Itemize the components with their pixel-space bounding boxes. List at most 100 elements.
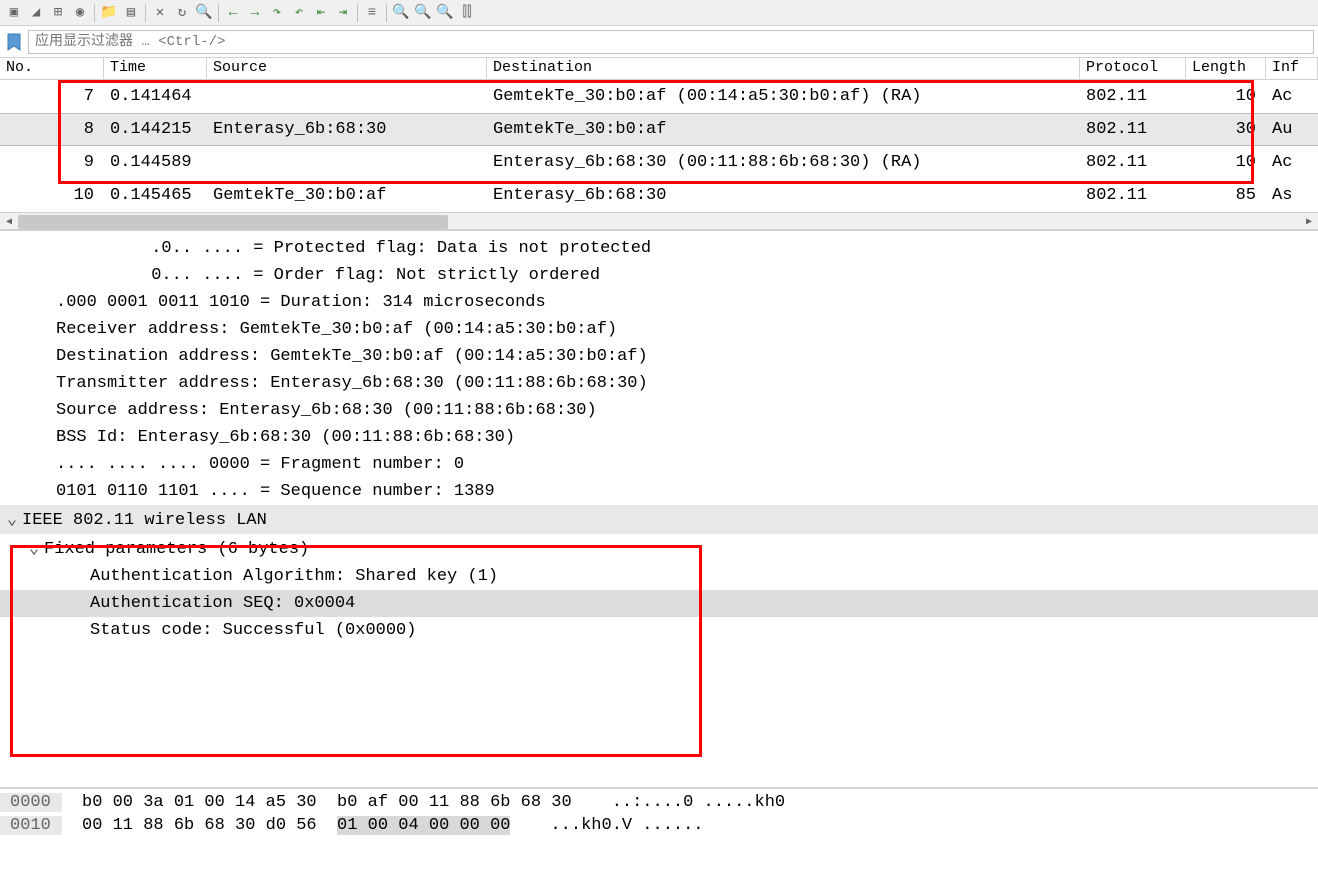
hex-row[interactable]: 0000 b0 00 3a 01 00 14 a5 30 b0 af 00 11… <box>0 791 1318 814</box>
back-icon[interactable]: ← <box>223 3 243 23</box>
packet-list-header: No. Time Source Destination Protocol Len… <box>0 58 1318 80</box>
toolbar-icon[interactable]: ⊞ <box>48 3 68 23</box>
cell-protocol: 802.11 <box>1080 86 1186 107</box>
cell-no: 9 <box>0 152 104 173</box>
cell-time: 0.144589 <box>104 152 207 173</box>
cell-source: GemtekTe_30:b0:af <box>207 185 487 206</box>
detail-line[interactable]: .0.. .... = Protected flag: Data is not … <box>0 235 1318 262</box>
packet-list-pane: No. Time Source Destination Protocol Len… <box>0 58 1318 231</box>
column-header-no[interactable]: No. <box>0 58 104 79</box>
column-header-info[interactable]: Inf <box>1266 58 1318 79</box>
cell-no: 8 <box>0 119 104 140</box>
cell-info: As <box>1266 185 1318 206</box>
scroll-left-icon[interactable]: ◀ <box>0 213 18 231</box>
cell-length: 30 <box>1186 119 1266 140</box>
chevron-down-icon[interactable]: ⌄ <box>2 509 22 530</box>
packet-row[interactable]: 7 0.141464 GemtekTe_30:b0:af (00:14:a5:3… <box>0 80 1318 113</box>
zoom-in-icon[interactable]: 🔍 <box>391 3 411 23</box>
cell-source <box>207 96 487 98</box>
zoom-out-icon[interactable]: 🔍 <box>413 3 433 23</box>
detail-line[interactable]: Transmitter address: Enterasy_6b:68:30 (… <box>0 370 1318 397</box>
resize-icon[interactable]: ⫿⫿ <box>457 3 477 23</box>
filter-bar <box>0 26 1318 58</box>
cell-destination: Enterasy_6b:68:30 (00:11:88:6b:68:30) (R… <box>487 152 1080 173</box>
cell-length: 85 <box>1186 185 1266 206</box>
cell-source: Enterasy_6b:68:30 <box>207 119 487 140</box>
first-icon[interactable]: ⇤ <box>311 3 331 23</box>
cell-info: Ac <box>1266 152 1318 173</box>
chevron-down-icon[interactable]: ⌄ <box>24 538 44 559</box>
hex-ascii: ...kh0.V ...... <box>510 816 703 835</box>
cell-destination: GemtekTe_30:b0:af (00:14:a5:30:b0:af) (R… <box>487 86 1080 107</box>
toolbar-icon[interactable]: ▣ <box>4 3 24 23</box>
display-filter-input[interactable] <box>28 30 1314 54</box>
hex-bytes: 00 11 88 6b 68 30 d0 56 01 00 04 00 00 0… <box>62 816 510 835</box>
scroll-right-icon[interactable]: ▶ <box>1300 213 1318 231</box>
packet-details-pane: .0.. .... = Protected flag: Data is not … <box>0 231 1318 789</box>
last-icon[interactable]: ⇥ <box>333 3 353 23</box>
column-header-length[interactable]: Length <box>1186 58 1266 79</box>
detail-line[interactable]: Authentication SEQ: 0x0004 <box>0 590 1318 617</box>
folder-icon[interactable]: 📁 <box>99 3 119 23</box>
cell-destination: Enterasy_6b:68:30 <box>487 185 1080 206</box>
close-icon[interactable]: ✕ <box>150 3 170 23</box>
detail-line[interactable]: Source address: Enterasy_6b:68:30 (00:11… <box>0 397 1318 424</box>
detail-line[interactable]: Destination address: GemtekTe_30:b0:af (… <box>0 343 1318 370</box>
detail-line[interactable]: 0... .... = Order flag: Not strictly ord… <box>0 262 1318 289</box>
hex-bytes: b0 00 3a 01 00 14 a5 30 b0 af 00 11 88 6… <box>62 793 572 812</box>
packet-row[interactable]: 9 0.144589 Enterasy_6b:68:30 (00:11:88:6… <box>0 146 1318 179</box>
detail-line[interactable]: Authentication Algorithm: Shared key (1) <box>0 563 1318 590</box>
main-toolbar: ▣ ◢ ⊞ ◉ 📁 ▤ ✕ ↻ 🔍 ← → ↷ ↶ ⇤ ⇥ ≡ 🔍 🔍 🔍 ⫿⫿ <box>0 0 1318 26</box>
packet-bytes-pane: 0000 b0 00 3a 01 00 14 a5 30 b0 af 00 11… <box>0 789 1318 839</box>
cell-time: 0.145465 <box>104 185 207 206</box>
cell-info: Au <box>1266 119 1318 140</box>
cell-destination: GemtekTe_30:b0:af <box>487 119 1080 140</box>
cell-protocol: 802.11 <box>1080 119 1186 140</box>
jump-icon[interactable]: ↶ <box>289 3 309 23</box>
toolbar-icon[interactable]: ◢ <box>26 3 46 23</box>
detail-line[interactable]: 0101 0110 1101 .... = Sequence number: 1… <box>0 478 1318 505</box>
cell-no: 10 <box>0 185 104 206</box>
toolbar-icon[interactable]: ◉ <box>70 3 90 23</box>
detail-label: Fixed parameters (6 bytes) <box>44 540 309 559</box>
column-header-destination[interactable]: Destination <box>487 58 1080 79</box>
hex-ascii: ..:....0 .....kh0 <box>572 793 785 812</box>
column-header-protocol[interactable]: Protocol <box>1080 58 1186 79</box>
hex-offset: 0000 <box>0 793 62 812</box>
detail-label: IEEE 802.11 wireless LAN <box>22 511 267 530</box>
cell-length: 10 <box>1186 86 1266 107</box>
detail-line[interactable]: Status code: Successful (0x0000) <box>0 617 1318 644</box>
cell-no: 7 <box>0 86 104 107</box>
hex-offset: 0010 <box>0 816 62 835</box>
detail-line[interactable]: BSS Id: Enterasy_6b:68:30 (00:11:88:6b:6… <box>0 424 1318 451</box>
hex-highlight: 01 00 04 00 00 00 <box>337 816 510 835</box>
bookmark-icon[interactable] <box>4 30 24 54</box>
detail-line[interactable]: .... .... .... 0000 = Fragment number: 0 <box>0 451 1318 478</box>
cell-source <box>207 162 487 164</box>
reload-icon[interactable]: ↻ <box>172 3 192 23</box>
cell-time: 0.144215 <box>104 119 207 140</box>
detail-line[interactable]: Receiver address: GemtekTe_30:b0:af (00:… <box>0 316 1318 343</box>
packet-row[interactable]: 10 0.145465 GemtekTe_30:b0:af Enterasy_6… <box>0 179 1318 212</box>
cell-protocol: 802.11 <box>1080 152 1186 173</box>
zoom-reset-icon[interactable]: 🔍 <box>435 3 455 23</box>
forward-icon[interactable]: → <box>245 3 265 23</box>
column-header-source[interactable]: Source <box>207 58 487 79</box>
column-header-time[interactable]: Time <box>104 58 207 79</box>
detail-line[interactable]: .000 0001 0011 1010 = Duration: 314 micr… <box>0 289 1318 316</box>
cell-protocol: 802.11 <box>1080 185 1186 206</box>
find-icon[interactable]: 🔍 <box>194 3 214 23</box>
cell-length: 10 <box>1186 152 1266 173</box>
packet-list-body: 7 0.141464 GemtekTe_30:b0:af (00:14:a5:3… <box>0 80 1318 212</box>
cell-info: Ac <box>1266 86 1318 107</box>
autoscroll-icon[interactable]: ≡ <box>362 3 382 23</box>
packet-list-hscroll[interactable]: ◀ ▶ <box>0 212 1318 230</box>
jump-icon[interactable]: ↷ <box>267 3 287 23</box>
scroll-thumb[interactable] <box>18 215 448 229</box>
packet-row[interactable]: 8 0.144215 Enterasy_6b:68:30 GemtekTe_30… <box>0 113 1318 146</box>
cell-time: 0.141464 <box>104 86 207 107</box>
detail-tree-node[interactable]: ⌄Fixed parameters (6 bytes) <box>0 534 1318 563</box>
hex-row[interactable]: 0010 00 11 88 6b 68 30 d0 56 01 00 04 00… <box>0 814 1318 837</box>
detail-tree-node[interactable]: ⌄IEEE 802.11 wireless LAN <box>0 505 1318 534</box>
save-icon[interactable]: ▤ <box>121 3 141 23</box>
